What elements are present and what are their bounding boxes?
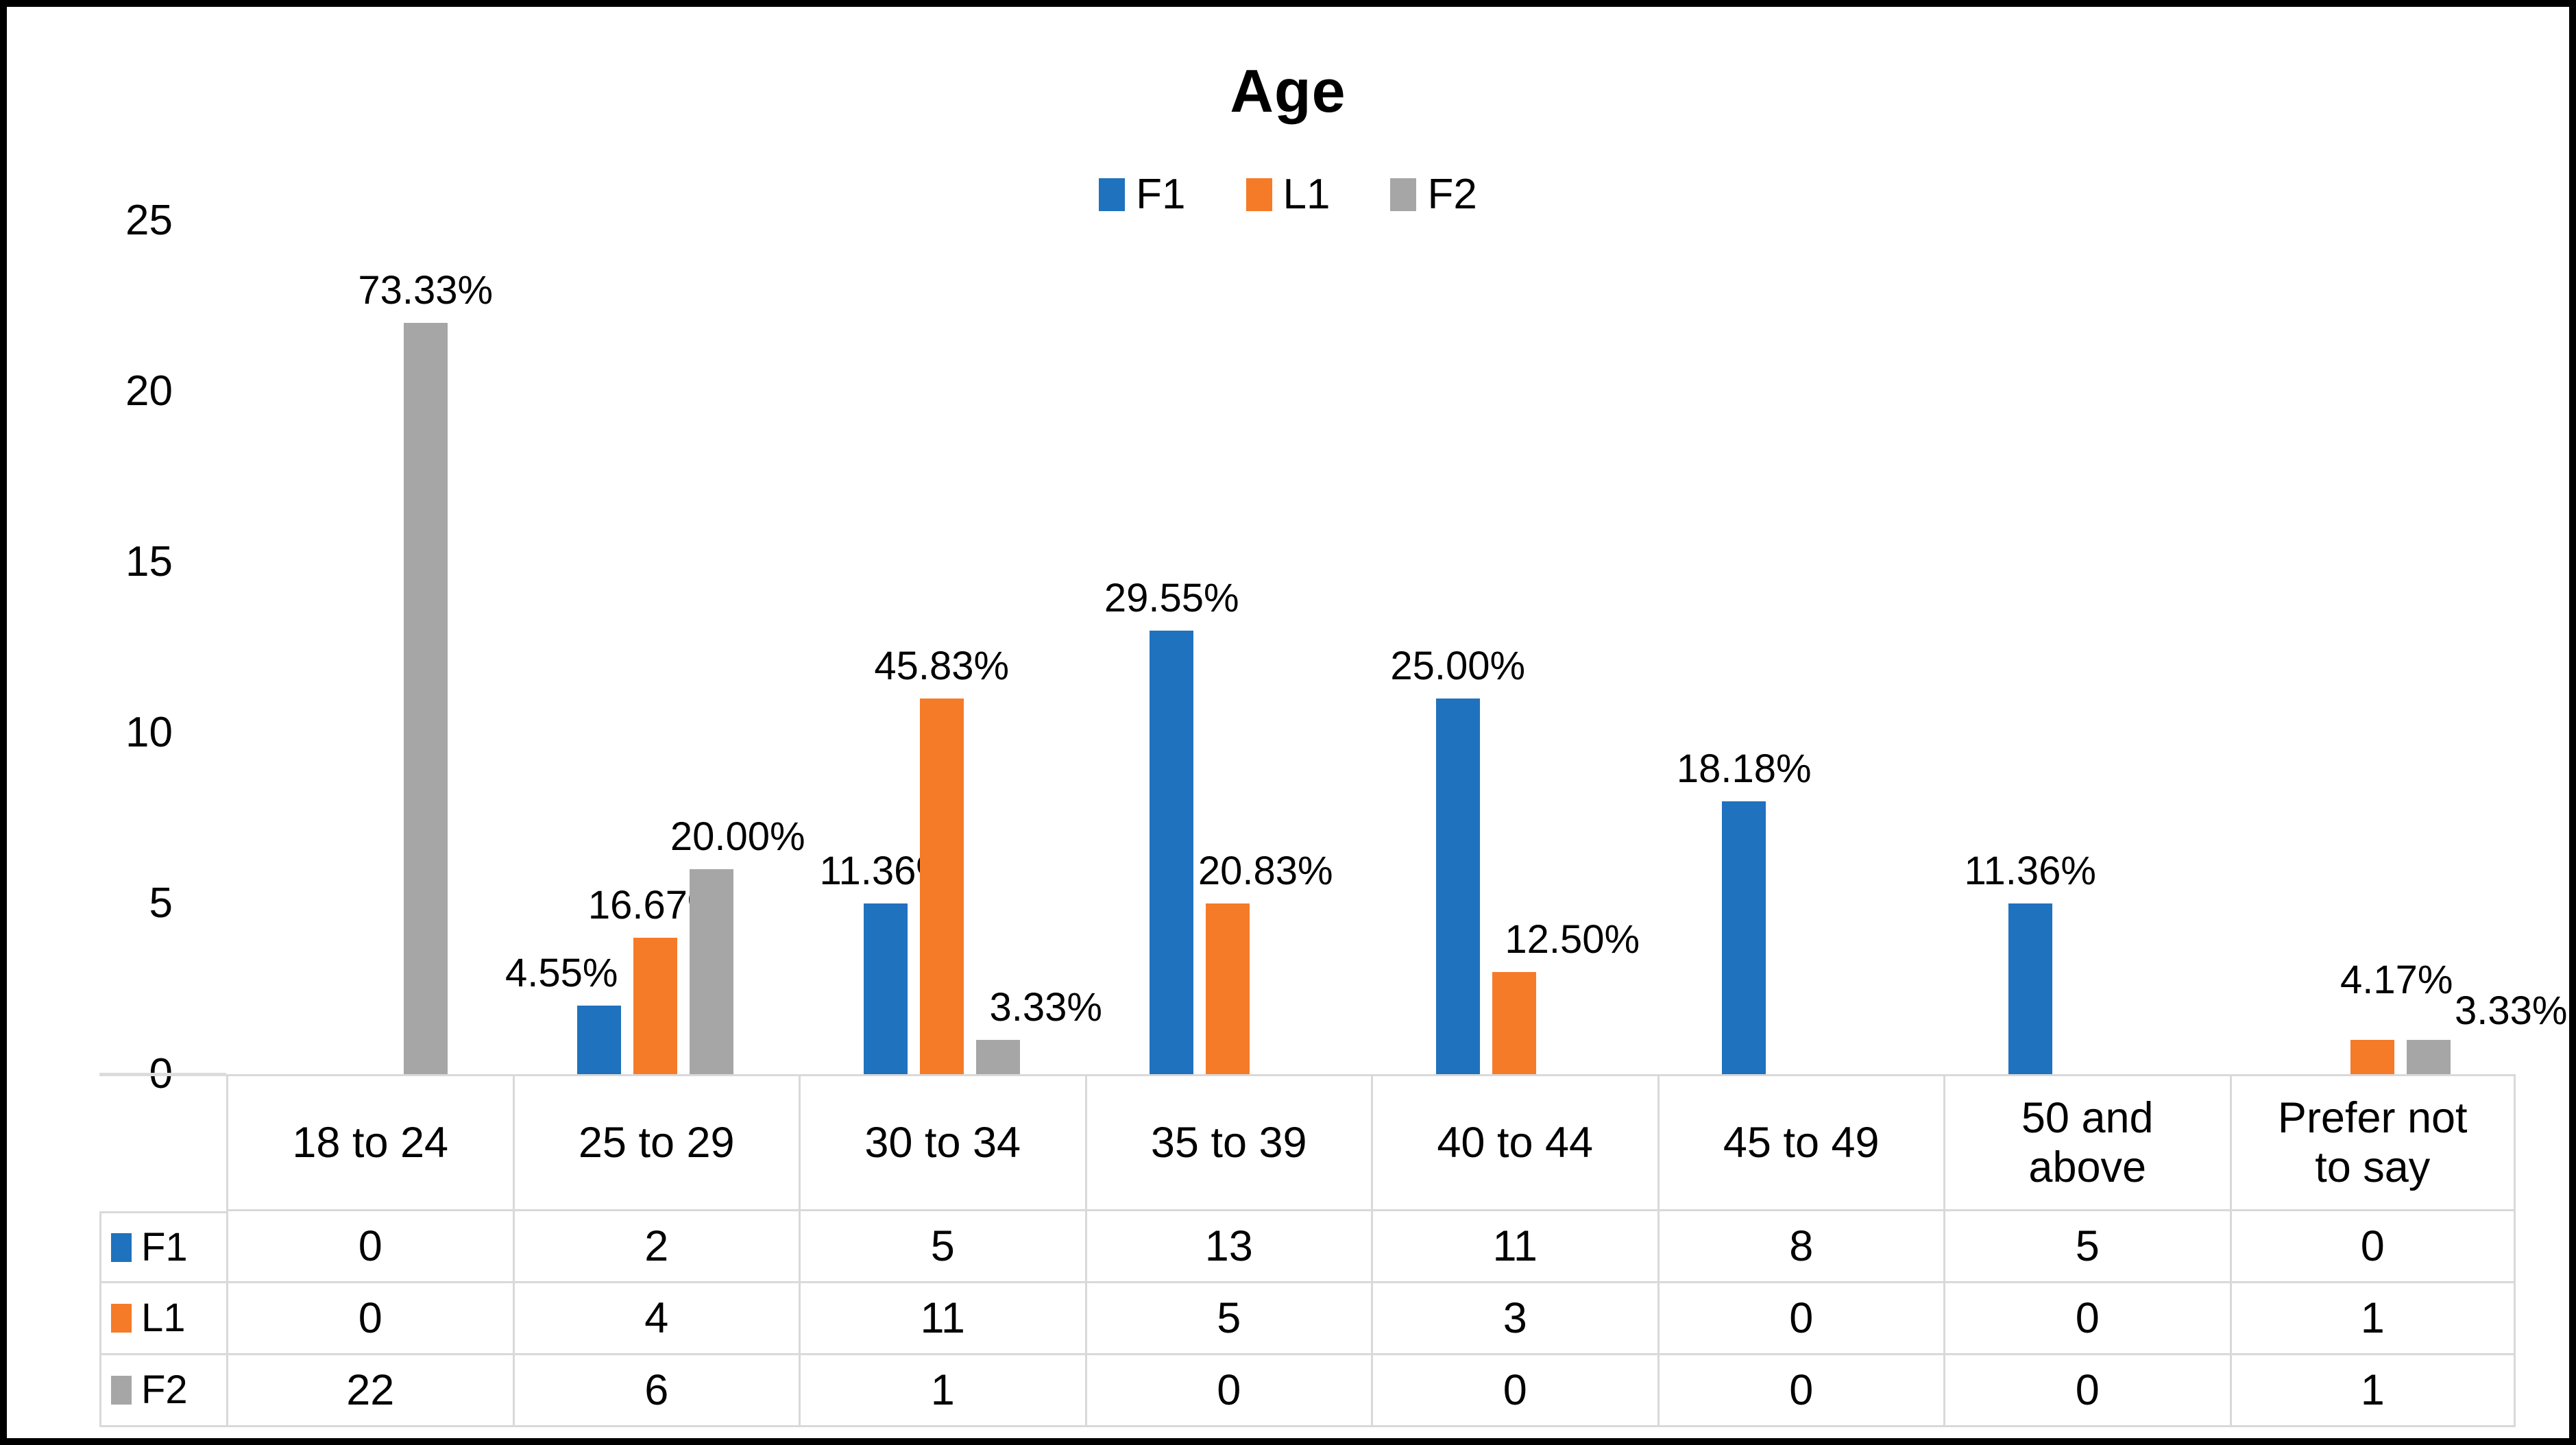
table-column-header-text: 45 to 49 bbox=[1723, 1119, 1880, 1167]
table-row-header-f1: F1 bbox=[99, 1211, 226, 1283]
legend-label: L1 bbox=[1283, 171, 1330, 218]
table-cell-f1-7: 0 bbox=[2229, 1211, 2516, 1283]
table-series-name: F1 bbox=[141, 1224, 188, 1270]
table-cell-l1-7: 1 bbox=[2229, 1283, 2516, 1355]
table-series-swatch bbox=[111, 1232, 132, 1262]
bar-percentage-label: 25.00% bbox=[1390, 644, 1526, 689]
table-column-header-text: 18 to 24 bbox=[292, 1119, 449, 1167]
legend-item-f2: F2 bbox=[1390, 170, 1477, 219]
table-column-header-text: Prefer not to say bbox=[2277, 1094, 2468, 1191]
bar-percentage-label: 3.33% bbox=[2455, 988, 2568, 1034]
bar-f1-1 bbox=[577, 1006, 622, 1074]
y-axis-tick: 10 bbox=[125, 709, 173, 756]
legend-swatch-f1 bbox=[1099, 178, 1126, 211]
bar-l1-4 bbox=[1492, 971, 1536, 1074]
bar-percentage-label: 12.50% bbox=[1505, 916, 1640, 962]
table-column-header-text: 50 and above bbox=[2021, 1094, 2154, 1191]
bar-percentage-label: 11.36% bbox=[1964, 849, 2096, 893]
table-cell-l1-3: 5 bbox=[1084, 1283, 1371, 1355]
legend-item-l1: L1 bbox=[1246, 170, 1330, 219]
table-cell-f1-5: 8 bbox=[1657, 1211, 1943, 1283]
bar-percentage-label: 29.55% bbox=[1104, 575, 1239, 620]
table-cell-f2-6: 0 bbox=[1943, 1355, 2230, 1427]
table-cell-f2-5: 0 bbox=[1657, 1355, 1943, 1427]
bar-percentage-label: 20.00% bbox=[670, 814, 805, 860]
table-cell-l1-4: 3 bbox=[1371, 1283, 1657, 1355]
table-column-header: 40 to 44 bbox=[1371, 1074, 1657, 1211]
table-cell-f1-6: 5 bbox=[1943, 1211, 2230, 1283]
bar-percentage-label: 45.83% bbox=[874, 644, 1010, 689]
table-cell-f1-3: 13 bbox=[1084, 1211, 1371, 1283]
bar-f2-1 bbox=[690, 869, 734, 1074]
bar-f2-2 bbox=[975, 1040, 1020, 1074]
table-series-swatch bbox=[111, 1304, 132, 1333]
bar-percentage-label: 4.17% bbox=[2340, 958, 2453, 1003]
bar-l1-1 bbox=[633, 937, 678, 1074]
bar-f1-2 bbox=[863, 903, 908, 1074]
table-cell-l1-0: 0 bbox=[226, 1283, 513, 1355]
table-column-header: 25 to 29 bbox=[512, 1074, 799, 1211]
chart-legend: F1 L1 F2 bbox=[7, 170, 2569, 219]
bar-f2-0 bbox=[403, 323, 448, 1074]
bar-f1-6 bbox=[2008, 903, 2052, 1074]
table-column-header: 30 to 34 bbox=[799, 1074, 1085, 1211]
table-cell-l1-6: 0 bbox=[1943, 1283, 2230, 1355]
bar-percentage-label: 4.55% bbox=[505, 951, 618, 996]
table-cell-l1-1: 4 bbox=[512, 1283, 799, 1355]
legend-item-f1: F1 bbox=[1099, 170, 1186, 219]
bar-f2-7 bbox=[2407, 1040, 2451, 1074]
table-row-header-f2: F2 bbox=[99, 1355, 226, 1427]
table-column-header: 18 to 24 bbox=[226, 1074, 513, 1211]
table-cell-f2-7: 1 bbox=[2229, 1355, 2516, 1427]
table-column-header-text: 35 to 39 bbox=[1150, 1119, 1307, 1167]
legend-swatch-f2 bbox=[1390, 178, 1417, 211]
table-cell-f2-4: 0 bbox=[1371, 1355, 1657, 1427]
chart-title: Age bbox=[1230, 57, 1346, 125]
table-cell-f1-4: 11 bbox=[1371, 1211, 1657, 1283]
bar-l1-3 bbox=[1206, 903, 1250, 1074]
table-column-header-text: 30 to 34 bbox=[864, 1119, 1021, 1167]
table-cell-f2-3: 0 bbox=[1084, 1355, 1371, 1427]
table-cell-l1-5: 0 bbox=[1657, 1283, 1943, 1355]
y-axis-tick: 20 bbox=[125, 367, 173, 415]
table-cell-f1-2: 5 bbox=[799, 1211, 1085, 1283]
x-axis-line bbox=[99, 1073, 226, 1076]
bar-percentage-label: 73.33% bbox=[358, 268, 494, 313]
table-row-header-l1: L1 bbox=[99, 1283, 226, 1355]
table-column-header: 45 to 49 bbox=[1657, 1074, 1943, 1211]
legend-swatch-l1 bbox=[1246, 178, 1272, 211]
y-axis-tick: 5 bbox=[149, 879, 173, 927]
bar-l1-7 bbox=[2350, 1040, 2395, 1074]
bar-percentage-label: 20.83% bbox=[1198, 849, 1333, 893]
table-column-header-text: 25 to 29 bbox=[578, 1119, 735, 1167]
table-cell-f2-1: 6 bbox=[512, 1355, 799, 1427]
bar-f1-3 bbox=[1150, 630, 1194, 1074]
table-column-header-text: 40 to 44 bbox=[1437, 1119, 1594, 1167]
table-cell-f2-0: 22 bbox=[226, 1355, 513, 1427]
y-axis-tick: 25 bbox=[125, 197, 173, 244]
table-column-header: Prefer not to say bbox=[2229, 1074, 2516, 1211]
table-series-name: L1 bbox=[141, 1296, 186, 1340]
table-cell-f1-1: 2 bbox=[512, 1211, 799, 1283]
legend-label: F2 bbox=[1427, 171, 1477, 218]
legend-label: F1 bbox=[1136, 171, 1186, 218]
table-column-header: 35 to 39 bbox=[1084, 1074, 1371, 1211]
bar-f1-5 bbox=[1722, 801, 1766, 1074]
y-axis-tick: 15 bbox=[125, 538, 173, 585]
bar-l1-2 bbox=[919, 699, 964, 1074]
table-cell-l1-2: 11 bbox=[799, 1283, 1085, 1355]
table-cell-f1-0: 0 bbox=[226, 1211, 513, 1283]
table-series-swatch bbox=[111, 1376, 132, 1405]
bar-percentage-label: 18.18% bbox=[1676, 746, 1812, 791]
bar-percentage-label: 3.33% bbox=[989, 985, 1102, 1030]
bar-f1-4 bbox=[1435, 699, 1480, 1074]
table-series-name: F2 bbox=[141, 1368, 188, 1412]
table-column-header: 50 and above bbox=[1943, 1074, 2230, 1211]
table-cell-f2-2: 1 bbox=[799, 1355, 1085, 1427]
